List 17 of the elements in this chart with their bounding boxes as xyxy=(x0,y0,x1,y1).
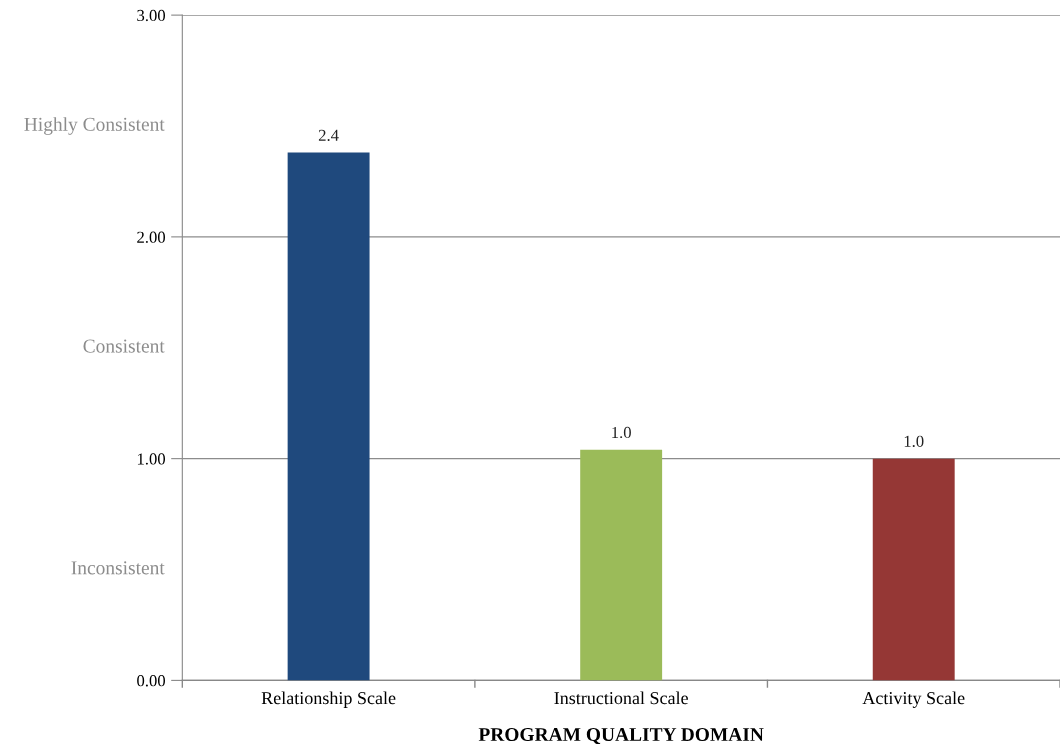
bar xyxy=(872,458,955,681)
bar xyxy=(580,449,663,681)
x-axis-title: PROGRAM QUALITY DOMAIN xyxy=(478,728,764,745)
y-tick-label: 1.00 xyxy=(137,453,166,465)
y-tick-label: 3.00 xyxy=(137,9,166,22)
bar xyxy=(287,152,370,681)
data-label: 1.0 xyxy=(904,435,924,447)
data-label: 2.4 xyxy=(318,129,339,141)
x-tick-label: Relationship Scale xyxy=(261,691,396,708)
x-tick-label: Activity Scale xyxy=(862,691,965,708)
text: Highly Consistent xyxy=(24,117,165,135)
y-tick-label: 2.00 xyxy=(137,231,166,243)
text: Inconsistent xyxy=(71,561,165,575)
y-tick-label: 0.00 xyxy=(137,675,166,687)
data-label: 1.0 xyxy=(612,426,631,439)
x-tick-label: Instructional Scale xyxy=(554,691,688,705)
text: Consistent xyxy=(83,339,165,353)
